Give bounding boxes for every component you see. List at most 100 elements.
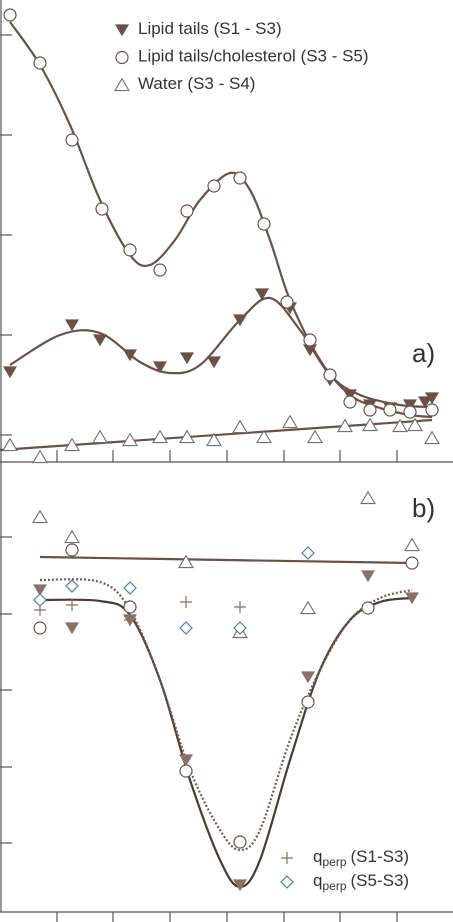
point bbox=[363, 403, 377, 417]
fit-curve bbox=[9, 296, 433, 409]
point bbox=[207, 179, 221, 193]
point bbox=[307, 429, 323, 444]
panel-label: a) bbox=[412, 338, 435, 368]
point bbox=[207, 356, 221, 369]
fit-curve bbox=[9, 21, 433, 419]
point bbox=[301, 671, 315, 684]
point bbox=[407, 417, 423, 432]
point bbox=[179, 764, 193, 778]
legend-label: qperp (S5-S3) bbox=[313, 871, 409, 893]
point bbox=[124, 614, 136, 626]
point bbox=[425, 392, 439, 405]
legend-name: q bbox=[313, 871, 322, 890]
point bbox=[405, 592, 419, 605]
point bbox=[122, 432, 138, 447]
point bbox=[95, 202, 109, 216]
point bbox=[65, 543, 79, 557]
point bbox=[152, 429, 168, 444]
point bbox=[233, 879, 247, 892]
point bbox=[361, 601, 375, 615]
point bbox=[153, 361, 167, 374]
point bbox=[32, 509, 48, 524]
point bbox=[323, 368, 337, 382]
fit-curve bbox=[39, 578, 413, 852]
point bbox=[403, 399, 417, 412]
point bbox=[123, 349, 137, 362]
point bbox=[303, 333, 317, 347]
point bbox=[301, 546, 315, 560]
point bbox=[300, 600, 316, 615]
point bbox=[360, 490, 376, 505]
legend-marker bbox=[114, 77, 130, 92]
legend-marker bbox=[280, 875, 294, 889]
point bbox=[301, 695, 315, 709]
point bbox=[403, 405, 417, 419]
legend-subscript: perp bbox=[322, 855, 346, 869]
point bbox=[33, 593, 47, 607]
fit-curve bbox=[39, 555, 413, 565]
point bbox=[383, 403, 397, 417]
fit-curve bbox=[39, 596, 413, 889]
point bbox=[425, 403, 439, 417]
point bbox=[2, 437, 18, 452]
point bbox=[179, 754, 193, 767]
point bbox=[255, 288, 269, 301]
point bbox=[282, 414, 298, 429]
point bbox=[64, 437, 80, 452]
point bbox=[206, 432, 222, 447]
point bbox=[32, 449, 48, 464]
point bbox=[303, 344, 317, 357]
point bbox=[123, 243, 137, 257]
point bbox=[233, 171, 247, 185]
point bbox=[343, 395, 357, 409]
legend-name: Lipid tails/cholesterol (S3 - S5) bbox=[138, 47, 369, 66]
point bbox=[179, 429, 195, 444]
legend-label: Lipid tails/cholesterol (S3 - S5) bbox=[138, 47, 369, 66]
legend-marker bbox=[281, 852, 293, 864]
point bbox=[234, 601, 246, 613]
legend-suffix: (S5-S3) bbox=[351, 871, 410, 890]
point bbox=[361, 570, 375, 583]
point bbox=[180, 352, 194, 365]
point bbox=[65, 579, 79, 593]
legend-suffix: (S1-S3) bbox=[351, 847, 410, 866]
point bbox=[233, 314, 247, 327]
point bbox=[362, 417, 378, 432]
point bbox=[33, 584, 47, 597]
point bbox=[3, 366, 17, 379]
point bbox=[424, 430, 440, 445]
point bbox=[65, 133, 79, 147]
point bbox=[66, 599, 78, 611]
point bbox=[178, 554, 194, 569]
point bbox=[257, 217, 271, 231]
point bbox=[123, 600, 137, 614]
point bbox=[404, 537, 420, 552]
point bbox=[65, 319, 79, 332]
point bbox=[232, 419, 248, 434]
point bbox=[3, 8, 17, 22]
legend-marker bbox=[115, 50, 129, 65]
point bbox=[65, 622, 79, 635]
legend-label: qperp (S1-S3) bbox=[313, 847, 409, 869]
legend-marker bbox=[115, 24, 129, 37]
point bbox=[280, 295, 294, 309]
point bbox=[153, 263, 167, 277]
point bbox=[180, 596, 192, 608]
point bbox=[343, 389, 357, 402]
point bbox=[392, 418, 408, 433]
legend-subscript: perp bbox=[322, 879, 346, 893]
point bbox=[179, 621, 193, 635]
legend-name: Lipid tails (S1 - S3) bbox=[138, 19, 282, 38]
legend-label: Lipid tails (S1 - S3) bbox=[138, 19, 282, 38]
point bbox=[233, 835, 247, 849]
point bbox=[123, 581, 137, 595]
point bbox=[337, 418, 353, 433]
point bbox=[256, 429, 272, 444]
legend-name: Water (S3 - S4) bbox=[138, 74, 255, 93]
point bbox=[180, 204, 194, 218]
point bbox=[233, 621, 247, 635]
point bbox=[405, 556, 419, 570]
point bbox=[418, 396, 432, 409]
panel-label: b) bbox=[412, 493, 435, 523]
